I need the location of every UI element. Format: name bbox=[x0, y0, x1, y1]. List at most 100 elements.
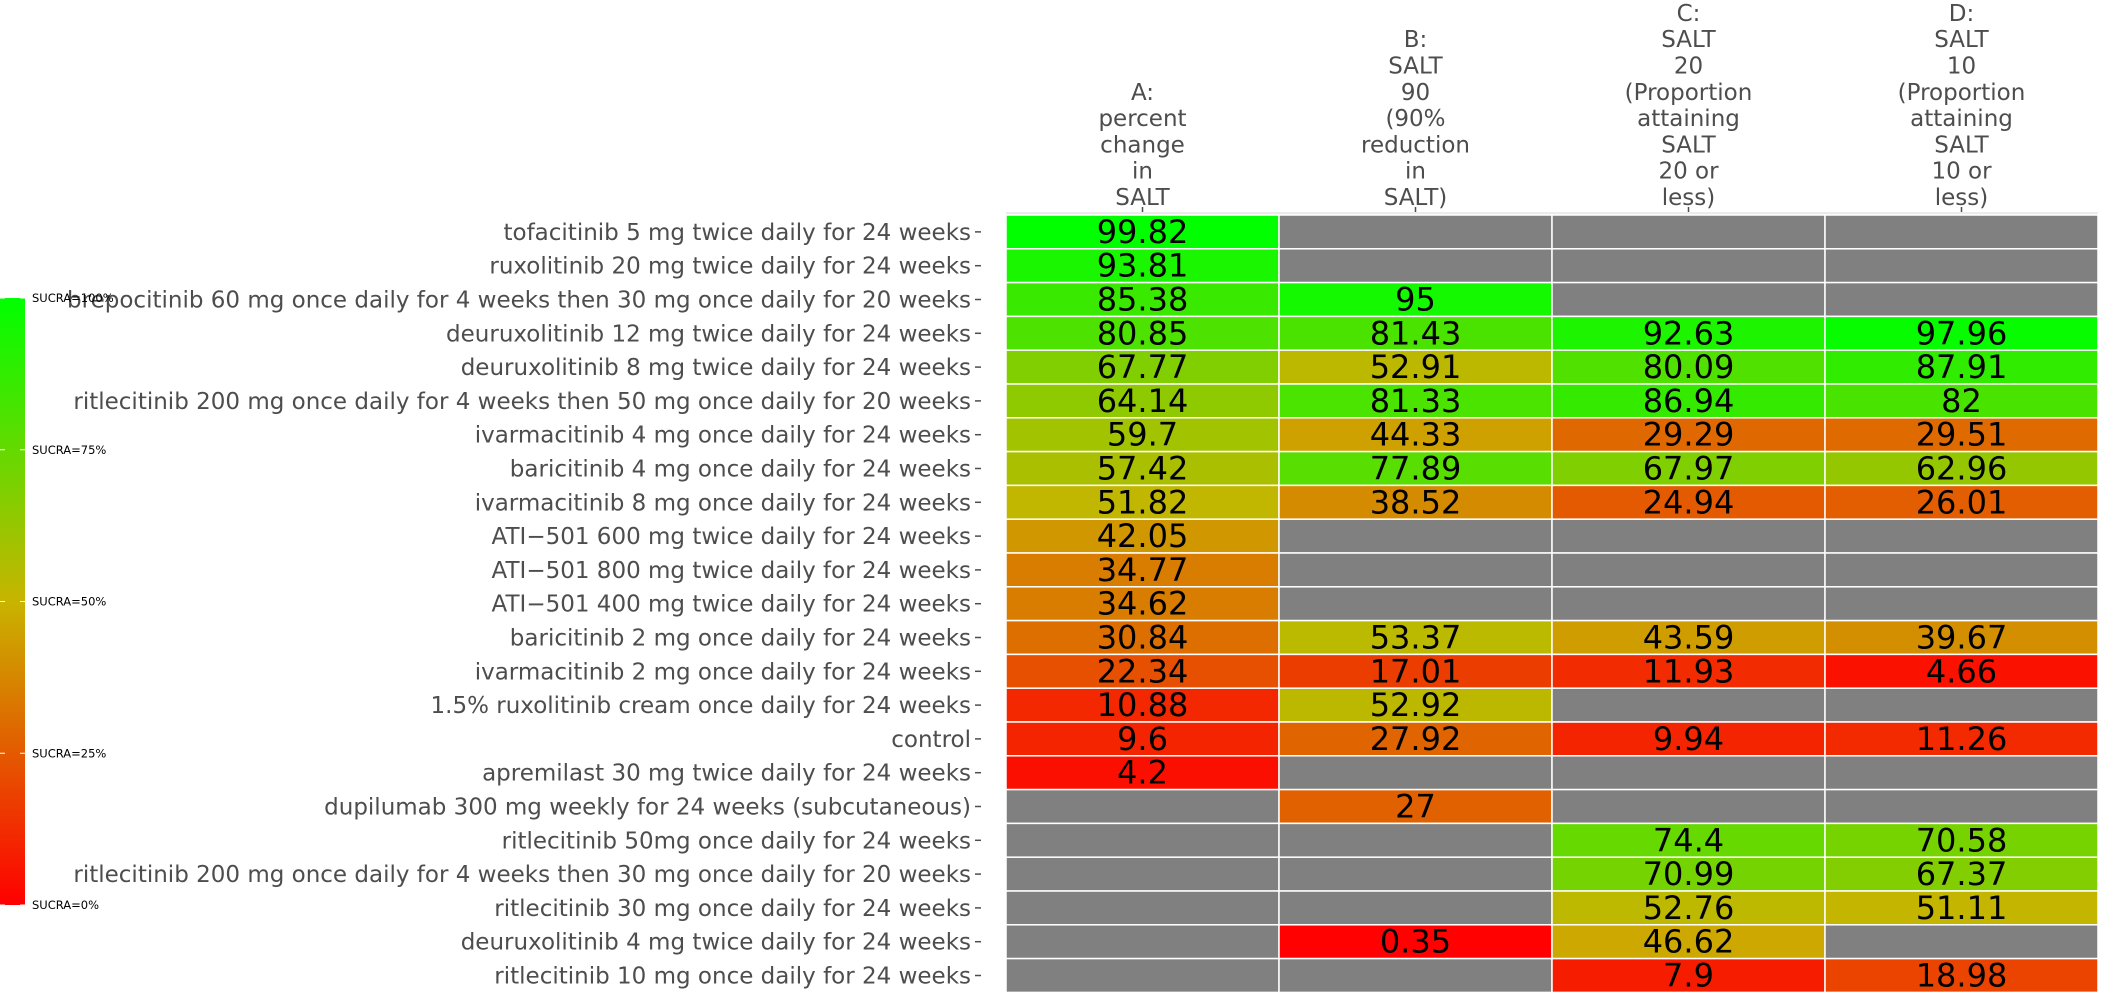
heatmap-cell bbox=[1824, 552, 2099, 588]
heatmap-cell bbox=[1551, 856, 1826, 892]
cell-value-label: 27.92 bbox=[1370, 720, 1462, 758]
legend-label: SUCRA=50% bbox=[32, 595, 106, 609]
cell-value-label: 29.51 bbox=[1916, 416, 2008, 454]
cell-value-label: 95 bbox=[1395, 281, 1436, 319]
cell-value-label: 11.93 bbox=[1643, 652, 1735, 690]
heatmap-cell bbox=[1005, 788, 1280, 825]
heatmap-cell bbox=[1824, 383, 2099, 419]
row-label: brepocitinib 60 mg once daily for 4 week… bbox=[67, 288, 971, 314]
row-label: tofacitinib 5 mg twice daily for 24 week… bbox=[503, 220, 971, 246]
cell-value-label: 34.62 bbox=[1097, 585, 1189, 623]
heatmap-cell bbox=[1005, 552, 1280, 588]
legend-label: SUCRA=25% bbox=[32, 746, 106, 760]
heatmap-cell bbox=[1551, 214, 1826, 250]
heatmap-cell bbox=[1824, 214, 2099, 250]
cell-value-label: 17.01 bbox=[1370, 652, 1462, 690]
heatmap-cell bbox=[1824, 721, 2099, 757]
heatmap-cell bbox=[1824, 856, 2099, 892]
heatmap-cell bbox=[1551, 924, 1826, 960]
heatmap-cell bbox=[1551, 417, 1826, 453]
cell-value-label: 51.82 bbox=[1097, 483, 1189, 521]
row-label: ruxolitinib 20 mg twice daily for 24 wee… bbox=[489, 254, 971, 280]
heatmap-cell bbox=[1824, 315, 2099, 351]
cell-value-label: 52.91 bbox=[1370, 348, 1462, 386]
legend-label: SUCRA=100% bbox=[32, 291, 114, 305]
cell-value-label: 44.33 bbox=[1370, 416, 1462, 454]
heatmap-cell bbox=[1824, 653, 2099, 689]
row-label: baricitinib 2 mg once daily for 24 weeks bbox=[510, 626, 971, 652]
cell-value-label: 34.77 bbox=[1097, 551, 1189, 589]
heatmap-cell bbox=[1551, 721, 1826, 757]
cell-value-label: 86.94 bbox=[1643, 382, 1735, 420]
cell-value-label: 27 bbox=[1395, 788, 1436, 826]
row-label: ritlecitinib 10 mg once daily for 24 wee… bbox=[494, 964, 971, 990]
row-label: ritlecitinib 200 mg once daily for 4 wee… bbox=[73, 862, 971, 888]
cell-value-label: 52.76 bbox=[1643, 889, 1735, 927]
cell-value-label: 97.96 bbox=[1916, 314, 2008, 352]
cell-value-label: 92.63 bbox=[1643, 314, 1735, 352]
cell-value-label: 81.33 bbox=[1370, 382, 1462, 420]
heatmap-cell bbox=[1278, 924, 1553, 960]
cell-value-label: 51.11 bbox=[1916, 889, 2008, 927]
cell-value-label: 77.89 bbox=[1370, 450, 1462, 488]
cell-value-label: 99.82 bbox=[1097, 213, 1189, 251]
heatmap-cell bbox=[1005, 450, 1280, 487]
heatmap-cell bbox=[1005, 281, 1280, 318]
heatmap-cell bbox=[1278, 721, 1553, 757]
cell-value-label: 30.84 bbox=[1097, 619, 1189, 657]
heatmap-cell bbox=[1824, 281, 2099, 318]
cell-value-label: 22.34 bbox=[1097, 652, 1189, 690]
heatmap-cell bbox=[1005, 248, 1280, 284]
heatmap-cell bbox=[1551, 687, 1826, 723]
heatmap-cell bbox=[1278, 822, 1553, 858]
heatmap-cell bbox=[1551, 450, 1826, 487]
cell-value-label: 80.85 bbox=[1097, 314, 1189, 352]
row-label: deuruxolitinib 8 mg twice daily for 24 w… bbox=[461, 355, 971, 381]
cell-value-label: 87.91 bbox=[1916, 348, 2008, 386]
heatmap-cell bbox=[1278, 383, 1553, 419]
row-label: ATI−501 800 mg twice daily for 24 weeks bbox=[492, 558, 971, 584]
heatmap-cell bbox=[1551, 788, 1826, 825]
cell-value-label: 4.66 bbox=[1926, 652, 1997, 690]
heatmap-cell bbox=[1824, 755, 2099, 791]
heatmap-cell bbox=[1005, 856, 1280, 892]
heatmap-cell bbox=[1005, 755, 1280, 791]
row-label: ATI−501 400 mg twice daily for 24 weeks bbox=[492, 592, 971, 618]
row-label: ritlecitinib 50mg once daily for 24 week… bbox=[502, 828, 971, 854]
heatmap-cell bbox=[1005, 924, 1280, 960]
row-label: baricitinib 4 mg once daily for 24 weeks bbox=[510, 457, 971, 483]
row-label: apremilast 30 mg twice daily for 24 week… bbox=[482, 761, 971, 787]
heatmap-cell bbox=[1278, 484, 1553, 520]
heatmap-cell bbox=[1278, 687, 1553, 723]
row-label: dupilumab 300 mg weekly for 24 weeks (su… bbox=[324, 795, 971, 821]
cell-value-label: 11.26 bbox=[1916, 720, 2008, 758]
row-label: ritlecitinib 200 mg once daily for 4 wee… bbox=[73, 389, 971, 415]
row-label: 1.5% ruxolitinib cream once daily for 24… bbox=[431, 693, 971, 719]
heatmap-cell bbox=[1005, 383, 1280, 419]
cell-value-label: 9.94 bbox=[1653, 720, 1724, 758]
cell-value-label: 70.99 bbox=[1643, 855, 1735, 893]
heatmap-cell bbox=[1551, 518, 1826, 554]
heatmap-cell bbox=[1005, 822, 1280, 858]
heatmap-cell bbox=[1551, 822, 1826, 858]
heatmap-cell bbox=[1005, 484, 1280, 520]
cell-value-label: 26.01 bbox=[1916, 483, 2008, 521]
heatmap-cell bbox=[1278, 957, 1553, 992]
cell-value-label: 46.62 bbox=[1643, 923, 1735, 961]
cell-value-label: 10.88 bbox=[1097, 686, 1189, 724]
heatmap-cell bbox=[1551, 248, 1826, 284]
heatmap-cell bbox=[1551, 552, 1826, 588]
cell-value-label: 7.9 bbox=[1663, 957, 1714, 992]
heatmap-cell bbox=[1824, 788, 2099, 825]
heatmap-cell bbox=[1278, 755, 1553, 791]
heatmap-cell bbox=[1824, 957, 2099, 992]
cell-value-label: 81.43 bbox=[1370, 314, 1462, 352]
cell-value-label: 4.2 bbox=[1117, 754, 1168, 792]
heatmap-cell bbox=[1278, 248, 1553, 284]
cell-value-label: 9.6 bbox=[1117, 720, 1168, 758]
heatmap-cell bbox=[1824, 484, 2099, 520]
cell-value-label: 70.58 bbox=[1916, 821, 2008, 859]
column-label: A: percent change in SALT bbox=[1098, 80, 1186, 211]
heatmap-cell bbox=[1824, 349, 2099, 385]
